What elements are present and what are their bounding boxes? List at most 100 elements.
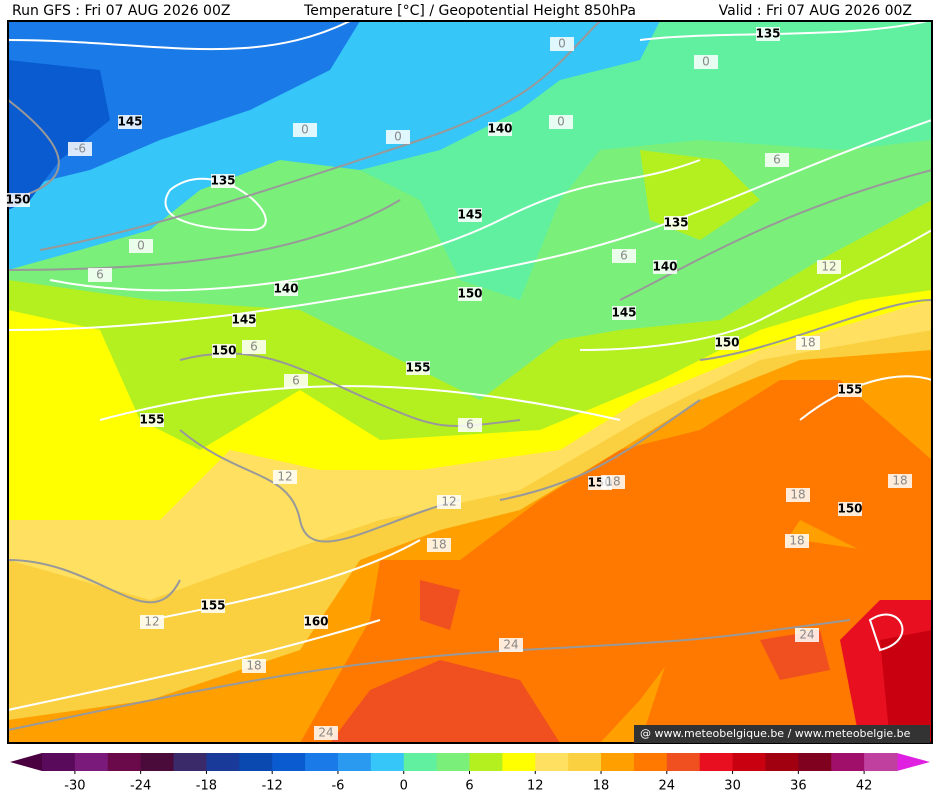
label-bg [304,615,328,629]
temperature-label: 18 [800,336,815,350]
label-bg [406,361,430,375]
label-bg [715,336,739,350]
colorbar-bin [107,753,142,771]
colorbar-bin [601,753,635,771]
label-bg [386,130,410,144]
colorbar: -30 -24 -18 -12 -6 0 6 12 18 24 30 36 42 [10,753,930,794]
temperature-label: 18 [892,474,907,488]
label-bg [6,193,30,207]
label-bg [232,313,256,327]
height-label: 155 [139,413,164,427]
temperature-label: 24 [318,726,333,740]
label-bg [458,208,482,222]
label-bg [795,628,819,642]
colorbar-label: 30 [724,779,741,794]
colorbar-bin [206,753,240,771]
colorbar-low [10,753,42,771]
colorbar-bin [436,753,470,771]
temperature-label: 12 [441,495,456,509]
label-bg [273,470,297,484]
label-bg [817,260,841,274]
colorbar-label: -30 [64,779,85,794]
label-bg [293,123,317,137]
label-bg [694,55,718,69]
label-bg [129,239,153,253]
colorbar-bin [140,753,175,771]
label-bg [68,142,92,156]
height-label: 150 [211,344,236,358]
label-bg [488,122,512,136]
temperature-label: 6 [773,153,781,167]
colorbar-label: 12 [527,779,544,794]
temperature-label: 0 [558,37,566,51]
colorbar-label: -24 [130,779,151,794]
height-label: 145 [457,208,482,222]
credit: @ www.meteobelgique.be / www.meteobelgie… [640,727,911,740]
label-bg [242,659,266,673]
colorbar-bin [666,753,701,771]
label-bg [796,336,820,350]
temperature-label: 0 [301,123,309,137]
colorbar-label: -12 [262,779,283,794]
height-label: 160 [303,615,328,629]
height-label: 135 [755,27,780,41]
label-bg [499,638,523,652]
label-bg [786,488,810,502]
label-bg [437,495,461,509]
label-bg [838,383,862,397]
colorbar-bin [403,753,438,771]
temperature-label: 6 [96,268,104,282]
height-label: 140 [273,282,298,296]
label-bg [756,27,780,41]
height-label: 150 [5,193,30,207]
colorbar-bin [173,753,207,771]
height-label: 140 [487,122,512,136]
temperature-label: 0 [702,55,710,69]
colorbar-bin [74,753,109,771]
label-bg [550,37,574,51]
height-label: 150 [837,502,862,516]
temperature-label: 18 [605,475,620,489]
colorbar-bin [765,753,799,771]
colorbar-label: 36 [790,779,807,794]
label-bg [785,534,809,548]
height-label: 150 [714,336,739,350]
height-label: 135 [663,216,688,230]
temperature-label: 6 [466,418,474,432]
colorbar-bin [535,753,569,771]
temperature-label: 0 [137,239,145,253]
colorbar-label: -18 [196,779,217,794]
temperature-label: 18 [789,534,804,548]
label-bg [458,418,482,432]
map-title: Temperature [°C] / Geopotential Height 8… [303,3,636,19]
height-label: 145 [611,306,636,320]
colorbar-bin [732,753,766,771]
label-bg [838,502,862,516]
colorbar-bin [502,753,536,771]
temperature-label: 18 [246,659,261,673]
label-bg [653,260,677,274]
colorbar-label: 0 [400,779,408,794]
colorbar-bin [305,753,339,771]
height-label: 155 [200,599,225,613]
label-bg [458,287,482,301]
height-label: 155 [837,383,862,397]
colorbar-bin [239,753,273,771]
label-bg [601,475,625,489]
colorbar-label: 18 [593,779,610,794]
colorbar-bin [798,753,832,771]
valid-label: Valid : Fri 07 AUG 2026 00Z [719,3,912,19]
label-bg [314,726,338,740]
colorbar-bin [831,753,865,771]
temperature-label: 6 [292,374,300,388]
colorbar-bin [568,753,602,771]
label-bg [765,153,789,167]
temperature-label: 0 [394,130,402,144]
label-bg [664,216,688,230]
height-label: 150 [457,287,482,301]
height-label: 145 [231,313,256,327]
temperature-label: 24 [503,638,518,652]
label-bg [201,599,225,613]
colorbar-bin [272,753,306,771]
